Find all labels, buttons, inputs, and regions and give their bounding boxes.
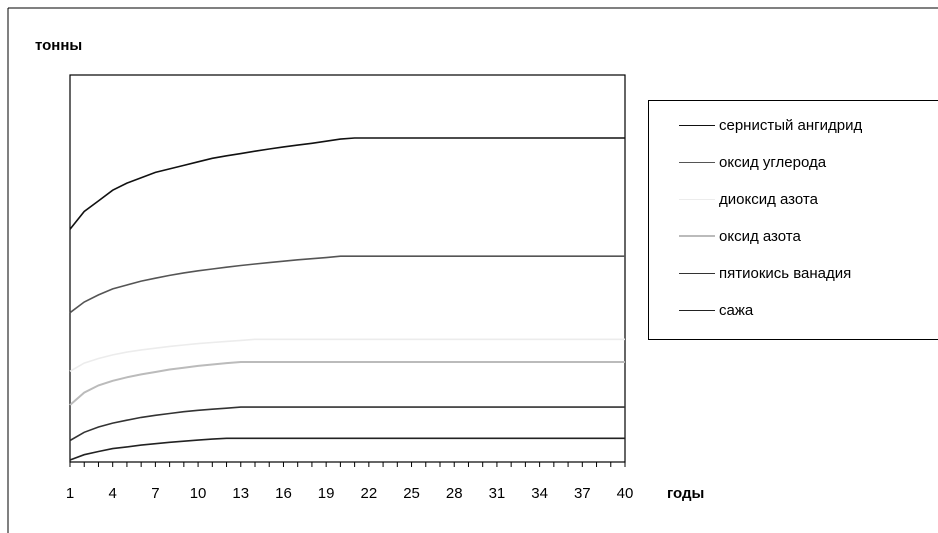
- legend-swatch: [679, 199, 715, 200]
- series-layer: [70, 138, 625, 460]
- plot-area: [70, 75, 625, 462]
- x-tick-label: 28: [446, 485, 463, 502]
- legend-item: диоксид азота: [679, 189, 818, 209]
- x-tick-label: 37: [574, 485, 591, 502]
- x-tick-label: 16: [275, 485, 292, 502]
- series-line-0: [70, 138, 625, 229]
- legend-label: сернистый ангидрид: [719, 117, 862, 134]
- series-line-3: [70, 362, 625, 405]
- series-line-5: [70, 438, 625, 460]
- legend-item: сернистый ангидрид: [679, 115, 862, 135]
- legend-item: сажа: [679, 300, 753, 320]
- series-line-1: [70, 256, 625, 313]
- x-tick-label: 7: [151, 485, 159, 502]
- legend-swatch: [679, 273, 715, 274]
- series-line-2: [70, 339, 625, 371]
- legend-label: диоксид азота: [719, 191, 818, 208]
- x-tick-label: 10: [190, 485, 207, 502]
- y-axis-label: тонны: [35, 37, 82, 54]
- x-axis-ticks: 1 4 7 10 13 16 19 22 25 28 31 34 37 40: [66, 462, 634, 502]
- x-tick-label: 4: [109, 485, 117, 502]
- x-tick-label: 31: [489, 485, 506, 502]
- legend-swatch: [679, 235, 715, 237]
- x-tick-label: 19: [318, 485, 335, 502]
- legend-swatch: [679, 162, 715, 163]
- x-tick-label: 25: [403, 485, 420, 502]
- x-tick-label: 1: [66, 485, 74, 502]
- legend: сернистый ангидрид оксид углерода диоксид …: [648, 100, 938, 340]
- legend-item: пятиокись ванадия: [679, 263, 851, 283]
- x-tick-label: 40: [617, 485, 634, 502]
- legend-item: оксид углерода: [679, 152, 826, 172]
- x-tick-label: 13: [232, 485, 249, 502]
- legend-swatch: [679, 310, 715, 311]
- legend-label: пятиокись ванадия: [719, 265, 851, 282]
- legend-label: оксид углерода: [719, 154, 826, 171]
- legend-label: оксид азота: [719, 228, 801, 245]
- x-tick-label: 34: [531, 485, 548, 502]
- series-line-4: [70, 407, 625, 440]
- x-tick-label: 22: [361, 485, 378, 502]
- legend-item: оксид азота: [679, 226, 801, 246]
- legend-swatch: [679, 125, 715, 126]
- legend-label: сажа: [719, 302, 753, 319]
- x-axis-label: годы: [667, 485, 704, 502]
